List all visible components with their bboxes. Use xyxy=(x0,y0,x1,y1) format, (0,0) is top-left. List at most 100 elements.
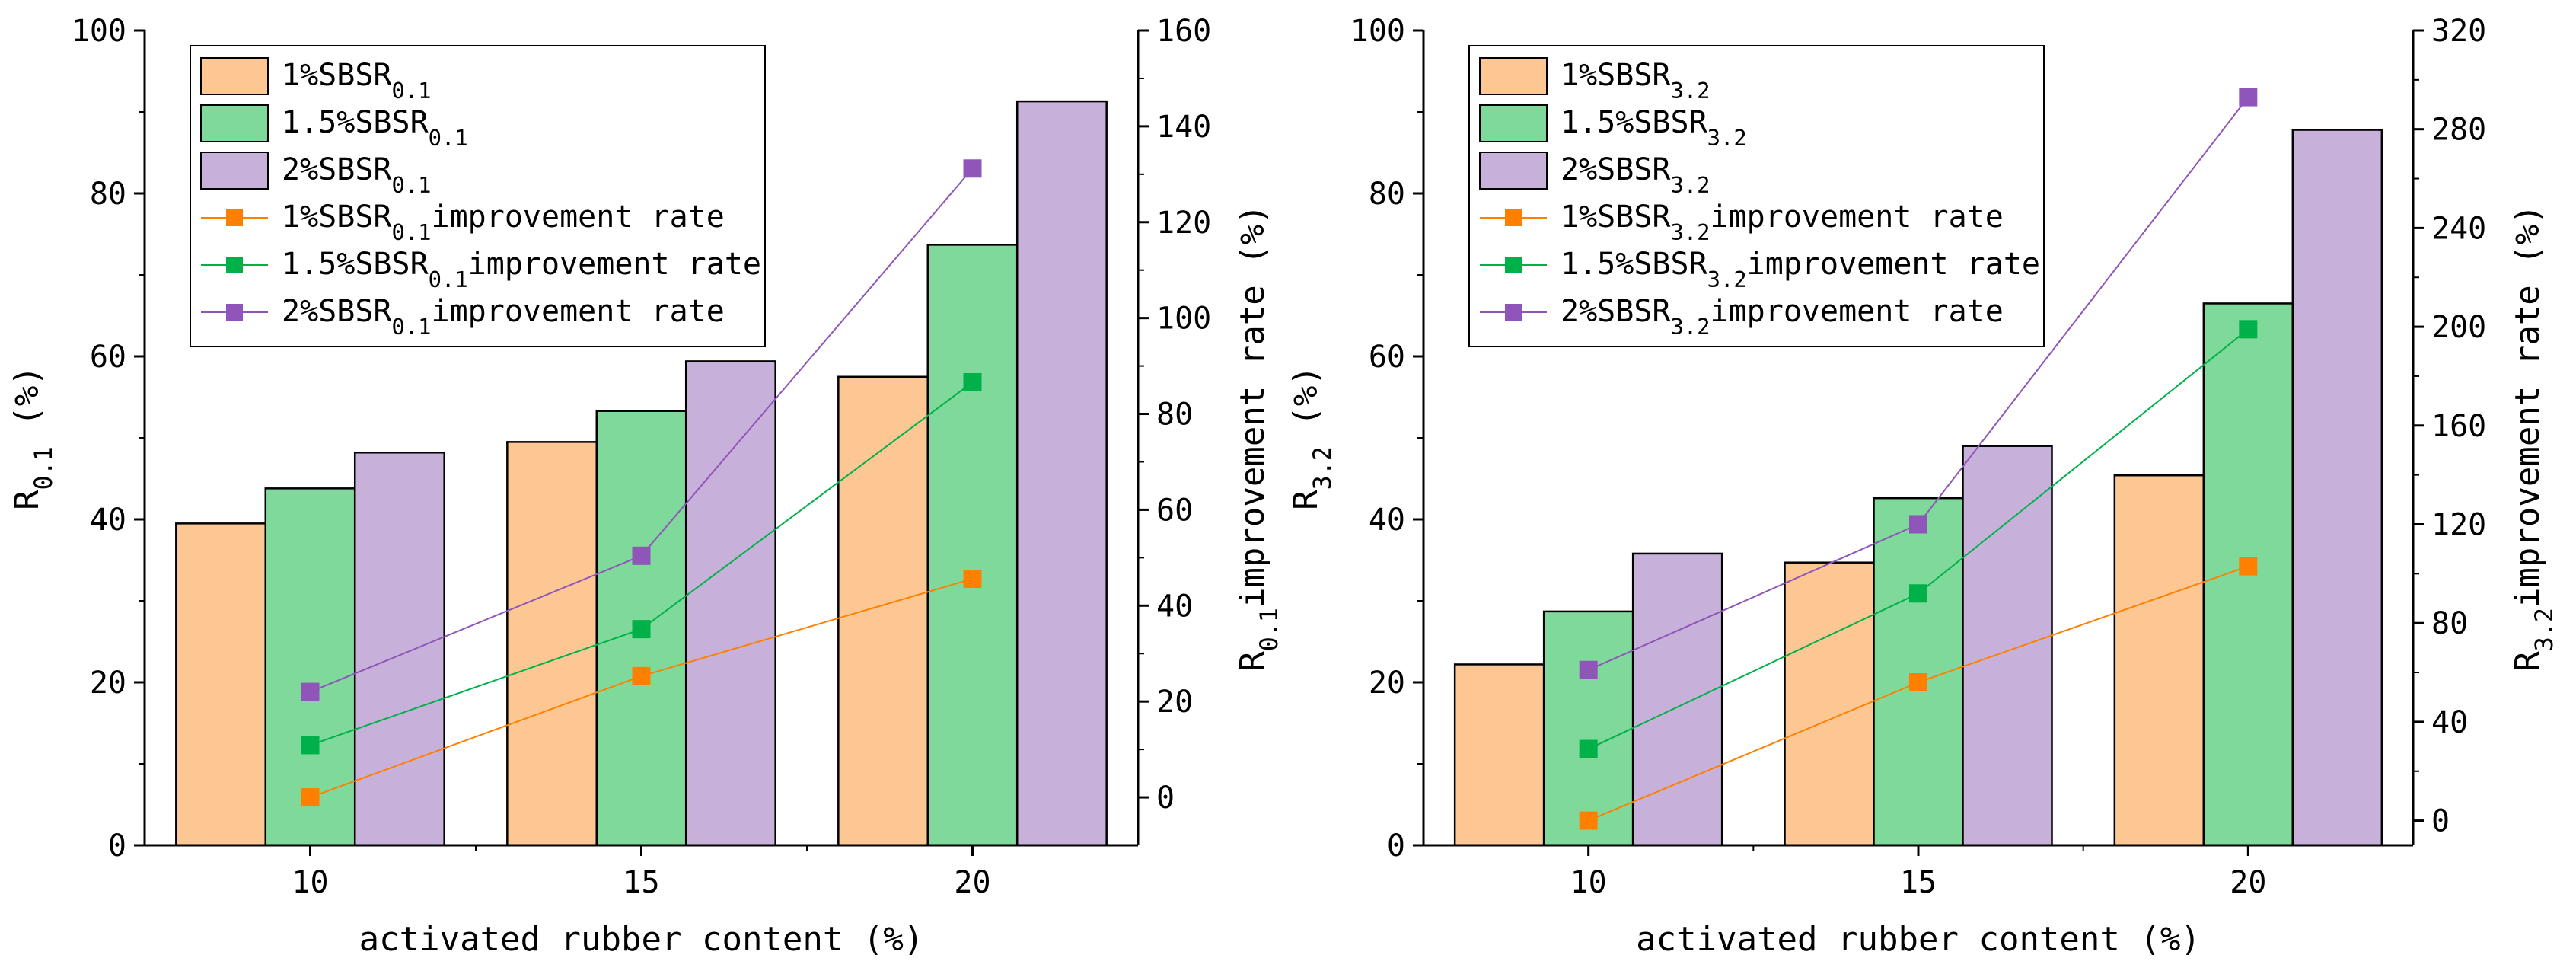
y2-title-main: R xyxy=(2508,651,2547,672)
y2-title-main: R xyxy=(1233,651,1272,672)
legend-swatch-marker-3 xyxy=(226,304,243,321)
y-axis-title-left: R0.1 (%) xyxy=(8,366,58,510)
y-title-main: R xyxy=(8,490,46,510)
series-marker-2-cat-20 xyxy=(963,372,982,391)
series-marker-1-cat-20 xyxy=(2239,557,2258,576)
series-marker-2-cat-20 xyxy=(2239,320,2258,339)
y-tick-label-right: 40 xyxy=(2431,705,2468,740)
y-tick-label-right: 120 xyxy=(1156,206,1211,241)
legend-label-line-1: 1%SBSR0.1improvement rate xyxy=(282,200,725,245)
legend-subscript: 3.2 xyxy=(1671,219,1710,245)
legend-subscript: 3.2 xyxy=(1707,125,1747,151)
bar-2-cat-10 xyxy=(1542,610,1634,847)
legend-subscript: 0.1 xyxy=(392,78,432,104)
legend-subscript: 3.2 xyxy=(1671,314,1710,340)
y-title-tail: (%) xyxy=(1286,366,1325,446)
y-tick-label-right: 0 xyxy=(2431,804,2450,839)
legend-text-tail: improvement rate xyxy=(1710,200,2004,235)
chart-panel-1: 0 20 40 60 80 100 0 20 40 60 80 100 120 140 160 10 15 20 a… xyxy=(8,14,1283,959)
y-tick-label-left: 100 xyxy=(72,14,126,49)
y-tick-label-right: 160 xyxy=(1156,14,1211,49)
y-tick-label-right: 100 xyxy=(1156,302,1211,337)
y-tick-label-right: 240 xyxy=(2431,211,2486,246)
y-tick-label-left: 40 xyxy=(1369,503,1405,538)
y-tick-label-left: 20 xyxy=(1369,666,1405,701)
y-axis-title-right: R0.1improvement rate (%) xyxy=(1233,204,1283,672)
legend-swatch-marker-1 xyxy=(1505,209,1522,226)
y-tick-label-left: 100 xyxy=(1350,14,1405,49)
y-title-subscript: 3.2 xyxy=(1309,446,1337,490)
series-marker-1-cat-10 xyxy=(301,788,320,807)
legend-text-tail: improvement rate xyxy=(432,294,725,329)
series-marker-3-cat-15 xyxy=(1909,515,1927,534)
legend-label-line-3: 2%SBSR0.1improvement rate xyxy=(282,294,725,340)
series-marker-3-cat-10 xyxy=(1579,660,1598,679)
series-marker-1-cat-15 xyxy=(1909,673,1927,691)
legend-label-bar-3: 2%SBSR0.1 xyxy=(282,152,432,198)
bar-2-cat-20 xyxy=(926,244,1019,847)
legend-text-tail: improvement rate xyxy=(1710,294,2004,329)
bar-1-cat-15 xyxy=(506,441,598,847)
series-marker-2-cat-10 xyxy=(1579,739,1598,758)
legend-subscript: 0.1 xyxy=(429,267,468,292)
y2-title-subscript: 3.2 xyxy=(2531,608,2558,651)
series-marker-1-cat-20 xyxy=(963,570,982,589)
x-tick-label: 10 xyxy=(1570,865,1607,900)
y-tick-label-left: 20 xyxy=(90,666,126,701)
legend-swatch-bar-3 xyxy=(1479,152,1548,190)
x-tick-label: 10 xyxy=(292,865,328,900)
legend-subscript: 3.2 xyxy=(1671,172,1710,198)
x-axis-title: activated rubber content (%) xyxy=(1636,920,2201,959)
series-marker-3-cat-20 xyxy=(963,159,982,178)
legend-label-bar-2: 1.5%SBSR0.1 xyxy=(282,105,468,151)
legend-subscript: 0.1 xyxy=(392,314,432,340)
y-tick-label-right: 320 xyxy=(2431,14,2486,49)
legend-box xyxy=(1468,45,2045,347)
legend-text: 1.5%SBSR xyxy=(282,247,429,282)
series-marker-3-cat-15 xyxy=(632,546,651,565)
legend-label-bar-1: 1%SBSR0.1 xyxy=(282,58,432,104)
legend-swatch-bar-2 xyxy=(1479,104,1548,142)
legend-subscript: 0.1 xyxy=(392,172,432,198)
y2-title-tail: improvement rate (%) xyxy=(2508,204,2547,608)
legend-subscript: 0.1 xyxy=(429,125,468,151)
legend-text: 2%SBSR xyxy=(1561,152,1671,187)
legend-text: 1%SBSR xyxy=(282,200,392,235)
y-tick-label-left: 60 xyxy=(90,340,126,375)
bar-1-cat-15 xyxy=(1784,561,1875,847)
x-axis-title: activated rubber content (%) xyxy=(359,920,924,959)
series-marker-1-cat-10 xyxy=(1579,811,1598,830)
legend-label-line-2: 1.5%SBSR0.1improvement rate xyxy=(282,247,761,292)
legend-label-line-2: 1.5%SBSR3.2improvement rate xyxy=(1561,247,2040,292)
legend-text: 1.5%SBSR xyxy=(1561,247,1708,282)
series-marker-2-cat-10 xyxy=(301,736,320,755)
legend-swatch-bar-1 xyxy=(200,57,269,95)
y2-title-subscript: 0.1 xyxy=(1256,608,1283,651)
legend-text: 2%SBSR xyxy=(1561,294,1671,329)
legend-box xyxy=(190,45,766,347)
legend-text: 1%SBSR xyxy=(1561,200,1671,235)
legend-swatch-bar-2 xyxy=(200,104,269,142)
y-tick-label-right: 40 xyxy=(1156,589,1193,624)
bar-3-cat-20 xyxy=(2291,129,2383,847)
y-title-tail: (%) xyxy=(8,366,46,446)
y-tick-label-left: 40 xyxy=(90,503,126,538)
series-marker-2-cat-15 xyxy=(1909,584,1927,603)
series-marker-1-cat-15 xyxy=(632,666,651,685)
bar-3-cat-15 xyxy=(1962,445,2053,847)
y-title-subscript: 0.1 xyxy=(30,446,58,490)
bar-3-cat-20 xyxy=(1015,100,1108,847)
bar-3-cat-15 xyxy=(684,360,776,847)
legend-swatch-marker-2 xyxy=(226,257,243,273)
y-axis-title-right: R3.2improvement rate (%) xyxy=(2508,204,2558,672)
series-marker-2-cat-15 xyxy=(632,620,651,639)
legend-swatch-bar-3 xyxy=(200,152,269,190)
bar-1-cat-20 xyxy=(2113,474,2205,847)
y-axis-title-left: R3.2 (%) xyxy=(1286,366,1337,510)
y2-title-tail: improvement rate (%) xyxy=(1233,204,1272,608)
bar-1-cat-20 xyxy=(837,375,929,847)
y-tick-label-right: 280 xyxy=(2431,113,2486,148)
y-tick-label-left: 80 xyxy=(90,177,126,212)
